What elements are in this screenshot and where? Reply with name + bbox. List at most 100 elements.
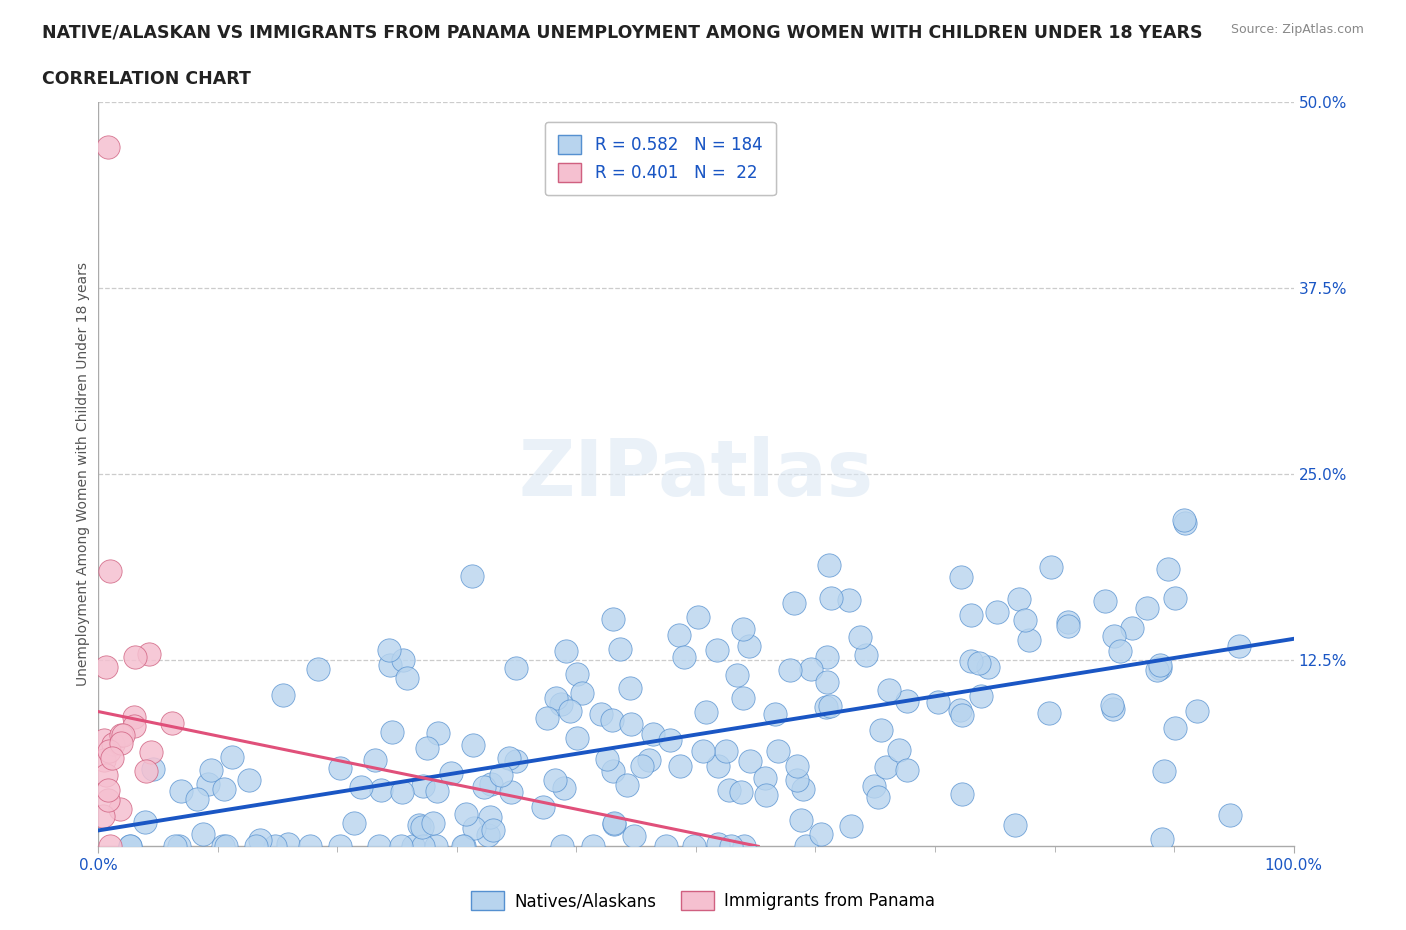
- Point: [560, 703, 582, 718]
- Point: [481, 823, 503, 838]
- Point: [870, 722, 893, 737]
- Point: [602, 612, 624, 627]
- Point: [673, 649, 696, 664]
- Point: [169, 839, 191, 854]
- Point: [505, 660, 527, 675]
- Text: CORRELATION CHART: CORRELATION CHART: [42, 70, 252, 87]
- Point: [960, 608, 983, 623]
- Point: [453, 839, 475, 854]
- Point: [1219, 808, 1241, 823]
- Point: [479, 777, 502, 791]
- Point: [160, 715, 183, 730]
- Point: [380, 658, 402, 672]
- Point: [103, 737, 125, 751]
- Point: [692, 743, 714, 758]
- Text: ZIPatlas: ZIPatlas: [519, 436, 873, 512]
- Point: [602, 764, 624, 779]
- Point: [810, 827, 832, 842]
- Point: [426, 783, 449, 798]
- Point: [363, 752, 385, 767]
- Point: [402, 839, 425, 854]
- Point: [411, 819, 433, 834]
- Point: [1185, 704, 1208, 719]
- Point: [733, 839, 755, 854]
- Point: [505, 754, 527, 769]
- Point: [716, 743, 738, 758]
- Point: [950, 787, 973, 802]
- Point: [949, 702, 972, 717]
- Point: [97, 783, 120, 798]
- Point: [616, 777, 638, 792]
- Point: [786, 772, 808, 787]
- Point: [620, 716, 643, 731]
- Point: [730, 785, 752, 800]
- Point: [555, 644, 578, 658]
- Point: [868, 790, 890, 805]
- Point: [381, 724, 404, 739]
- Point: [733, 690, 755, 705]
- Point: [1056, 615, 1078, 630]
- Point: [603, 816, 626, 830]
- Point: [1056, 619, 1078, 634]
- Point: [800, 661, 823, 676]
- Point: [120, 839, 142, 854]
- Point: [603, 817, 626, 831]
- Point: [986, 604, 1008, 619]
- Point: [815, 675, 838, 690]
- Point: [949, 569, 972, 584]
- Point: [896, 694, 918, 709]
- Point: [1173, 512, 1195, 527]
- Point: [838, 593, 860, 608]
- Point: [950, 707, 973, 722]
- Text: Source: ZipAtlas.com: Source: ZipAtlas.com: [1230, 23, 1364, 36]
- Point: [669, 758, 692, 773]
- Point: [582, 839, 605, 854]
- Point: [101, 751, 124, 766]
- Point: [1004, 817, 1026, 832]
- Point: [389, 839, 412, 854]
- Point: [875, 760, 897, 775]
- Point: [1163, 591, 1185, 605]
- Point: [706, 643, 728, 658]
- Point: [553, 780, 575, 795]
- Point: [93, 753, 115, 768]
- Point: [688, 609, 710, 624]
- Point: [1163, 720, 1185, 735]
- Point: [877, 683, 900, 698]
- Point: [124, 650, 146, 665]
- Point: [544, 691, 567, 706]
- Point: [93, 733, 115, 748]
- Point: [596, 752, 619, 767]
- Point: [755, 788, 778, 803]
- Point: [763, 707, 786, 722]
- Point: [120, 839, 142, 854]
- Point: [212, 839, 235, 854]
- Point: [141, 745, 163, 760]
- Point: [683, 839, 706, 854]
- Point: [478, 809, 501, 824]
- Point: [221, 750, 243, 764]
- Point: [782, 595, 804, 610]
- Point: [623, 829, 645, 844]
- Point: [412, 778, 434, 793]
- Point: [122, 710, 145, 724]
- Point: [754, 771, 776, 786]
- Point: [138, 646, 160, 661]
- Point: [792, 781, 814, 796]
- Point: [134, 814, 156, 829]
- Point: [565, 731, 588, 746]
- Point: [200, 763, 222, 777]
- Point: [695, 704, 717, 719]
- Point: [238, 773, 260, 788]
- Point: [440, 766, 463, 781]
- Point: [329, 760, 352, 775]
- Point: [1149, 658, 1171, 672]
- Point: [1038, 706, 1060, 721]
- Point: [544, 773, 567, 788]
- Text: NATIVE/ALASKAN VS IMMIGRANTS FROM PANAMA UNEMPLOYMENT AMONG WOMEN WITH CHILDREN : NATIVE/ALASKAN VS IMMIGRANTS FROM PANAMA…: [42, 23, 1202, 41]
- Point: [707, 837, 730, 852]
- Point: [720, 839, 742, 854]
- Point: [142, 761, 165, 776]
- Point: [786, 759, 808, 774]
- Point: [461, 569, 484, 584]
